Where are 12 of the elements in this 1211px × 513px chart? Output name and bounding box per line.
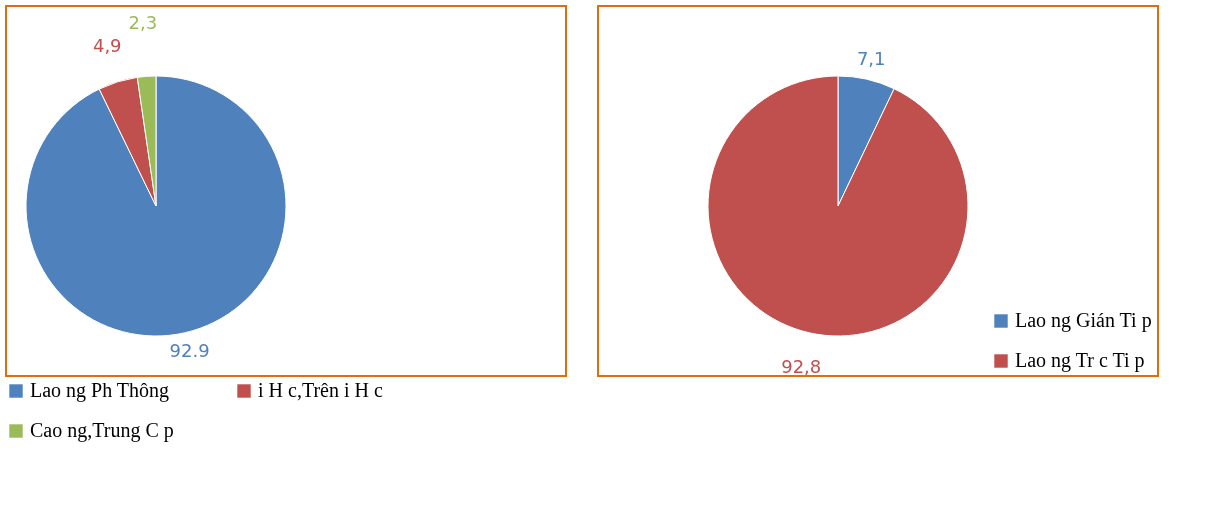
data-label: 4,9 [92, 35, 122, 57]
legend-label: Lao ng Tr c Ti p [1015, 349, 1145, 372]
pie-slice [25, 75, 287, 337]
pie-slice [707, 75, 969, 337]
legend-label: i H c,Trên i H c [258, 379, 383, 401]
data-label: 92.9 [169, 340, 210, 362]
legend-label: Lao ng Gián Ti p [1015, 309, 1152, 332]
data-label: 2,3 [128, 12, 158, 34]
legend-label: Cao ng,Trung C p [30, 419, 174, 442]
data-label: 7,1 [856, 47, 886, 69]
data-label: 92,8 [781, 355, 822, 377]
legend-label: Lao ng Ph Thông [30, 379, 170, 402]
